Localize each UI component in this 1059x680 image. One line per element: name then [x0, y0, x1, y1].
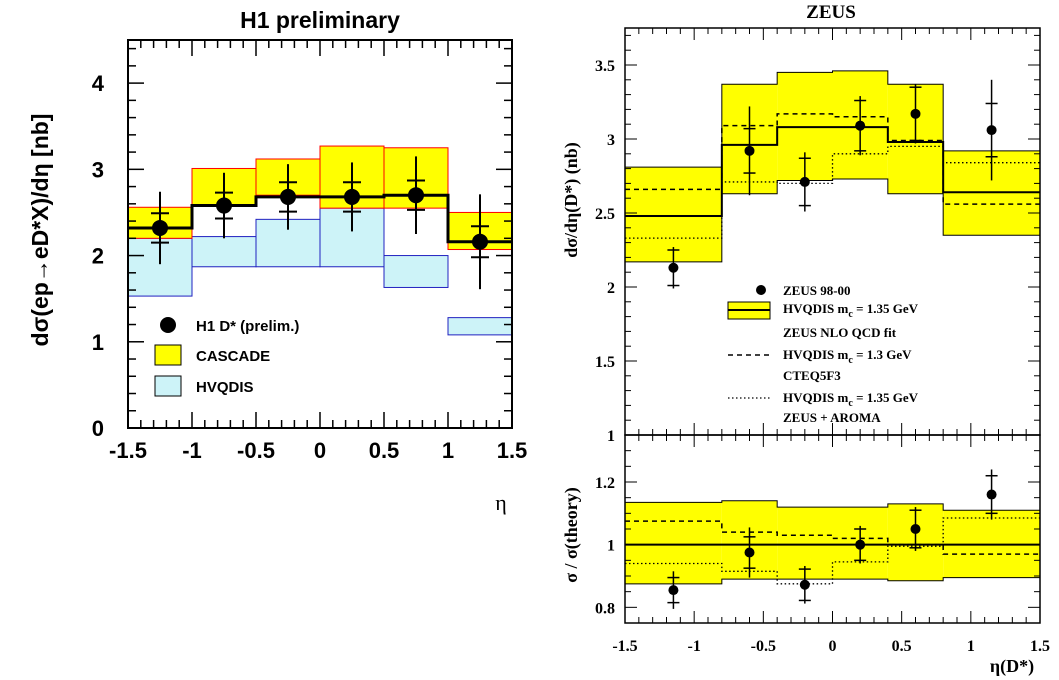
h1-y-tick-label: 1 [92, 330, 104, 355]
zeus-central-line [625, 126, 1040, 217]
zeus-band-upper-edge [625, 70, 1040, 168]
h1-data-point [472, 233, 488, 250]
h1-x-tick-label: -1.5 [109, 438, 147, 463]
h1-x-tick-label: -0.5 [237, 438, 275, 463]
zeus-data-point [744, 145, 755, 156]
zeus-y-tick-label: 1.5 [595, 354, 615, 371]
ratio-y-tick-label: 1 [607, 538, 615, 555]
h1-x-tick-label: 0.5 [369, 438, 400, 463]
ratio-data-point [799, 579, 810, 590]
h1-data-point [344, 188, 360, 205]
h1-x-tick-label: 1.5 [497, 438, 528, 463]
zeus-y-tick-label: 3 [607, 132, 615, 149]
legend-band-label: HVQDIS mc = 1.35 GeV [783, 301, 919, 320]
ratio-dotted-line [625, 517, 1040, 585]
hvqdis-box [383, 255, 449, 288]
ratio-x-tick-label: 0.5 [892, 638, 912, 655]
ratio-data-point [668, 585, 679, 596]
zeus-data-point [799, 176, 810, 187]
ratio-data-point [744, 547, 755, 558]
zeus-title: ZEUS [806, 2, 856, 23]
legend-dotted-label: HVQDIS mc = 1.35 GeV [783, 390, 919, 409]
legend-dashed-label: HVQDIS mc = 1.3 GeV [783, 347, 912, 366]
h1-y-tick-label: 2 [92, 244, 104, 269]
zeus-ylabel: dσ/dη(D*) (nb) [561, 142, 582, 258]
legend-cascade-label: CASCADE [196, 348, 270, 365]
h1-y-tick-label: 0 [92, 416, 104, 441]
ratio-xlabel: η(D*) [990, 656, 1034, 677]
ratio-x-tick-label: 0 [829, 638, 837, 655]
zeus-y-tick-label: 3.5 [595, 58, 615, 75]
ratio-y-tick-label: 0.8 [595, 600, 615, 617]
ratio-band [625, 502, 722, 584]
ratio-x-tick-label: 1.5 [1030, 638, 1050, 655]
ratio-data-point [986, 489, 997, 500]
hvqdis-box [447, 317, 513, 336]
ratio-y-tick-label: 1.2 [595, 475, 615, 492]
ratio-x-tick-label: -1.5 [612, 638, 637, 655]
legend-cascade-swatch [154, 344, 182, 366]
zeus-dotted-line [625, 145, 1040, 239]
h1-title: H1 preliminary [240, 7, 400, 33]
zeus-y-tick-label: 2.5 [595, 206, 615, 223]
ratio-x-tick-label: 1 [967, 638, 975, 655]
ratio-x-tick-label: -1 [688, 638, 701, 655]
legend-dotted-sublabel: ZEUS + AROMA [783, 410, 881, 425]
h1-data-point [408, 187, 424, 204]
h1-x-tick-label: 1 [442, 438, 454, 463]
legend-h1-label: H1 D* (prelim.) [196, 318, 299, 335]
zeus-data-point [668, 262, 679, 273]
hvqdis-box [191, 236, 257, 268]
ratio-x-tick-label: -0.5 [751, 638, 776, 655]
zeus-data-point [910, 108, 921, 119]
legend-zeus-dot [756, 285, 766, 295]
h1-x-tick-label: -1 [182, 438, 202, 463]
h1-ylabel: dσ(ep→eD*X)/dη [nb] [27, 114, 53, 347]
ratio-band-lower-edge [625, 577, 1040, 585]
zeus-data-point [855, 120, 866, 131]
legend-dashed-sublabel: CTEQ5F3 [783, 368, 841, 383]
h1-data-point [280, 188, 296, 205]
zeus-y-tick-label: 2 [607, 280, 615, 297]
h1-data-point [216, 197, 232, 214]
ratio-band-upper-edge [625, 500, 1040, 511]
h1-xlabel: η [495, 490, 507, 515]
h1-x-tick-label: 0 [314, 438, 326, 463]
h1-y-tick-label: 3 [92, 157, 104, 182]
legend-zeus-label: ZEUS 98-00 [783, 283, 851, 298]
legend-hvqdis-label: HVQDIS [196, 379, 254, 396]
legend-band-sublabel: ZEUS NLO QCD fit [783, 325, 897, 340]
h1-central-line [128, 193, 512, 244]
ratio-ylabel: σ / σ(theory) [561, 487, 582, 583]
legend-h1-dot [160, 317, 176, 333]
h1-data-point [152, 219, 168, 236]
zeus-y-tick-label: 1 [607, 428, 615, 445]
legend-hvqdis-swatch [154, 375, 182, 397]
ratio-data-point [855, 539, 866, 550]
h1-y-tick-label: 4 [92, 71, 105, 96]
ratio-data-point [910, 524, 921, 534]
zeus-data-point [986, 125, 997, 136]
zeus-band [625, 167, 722, 262]
